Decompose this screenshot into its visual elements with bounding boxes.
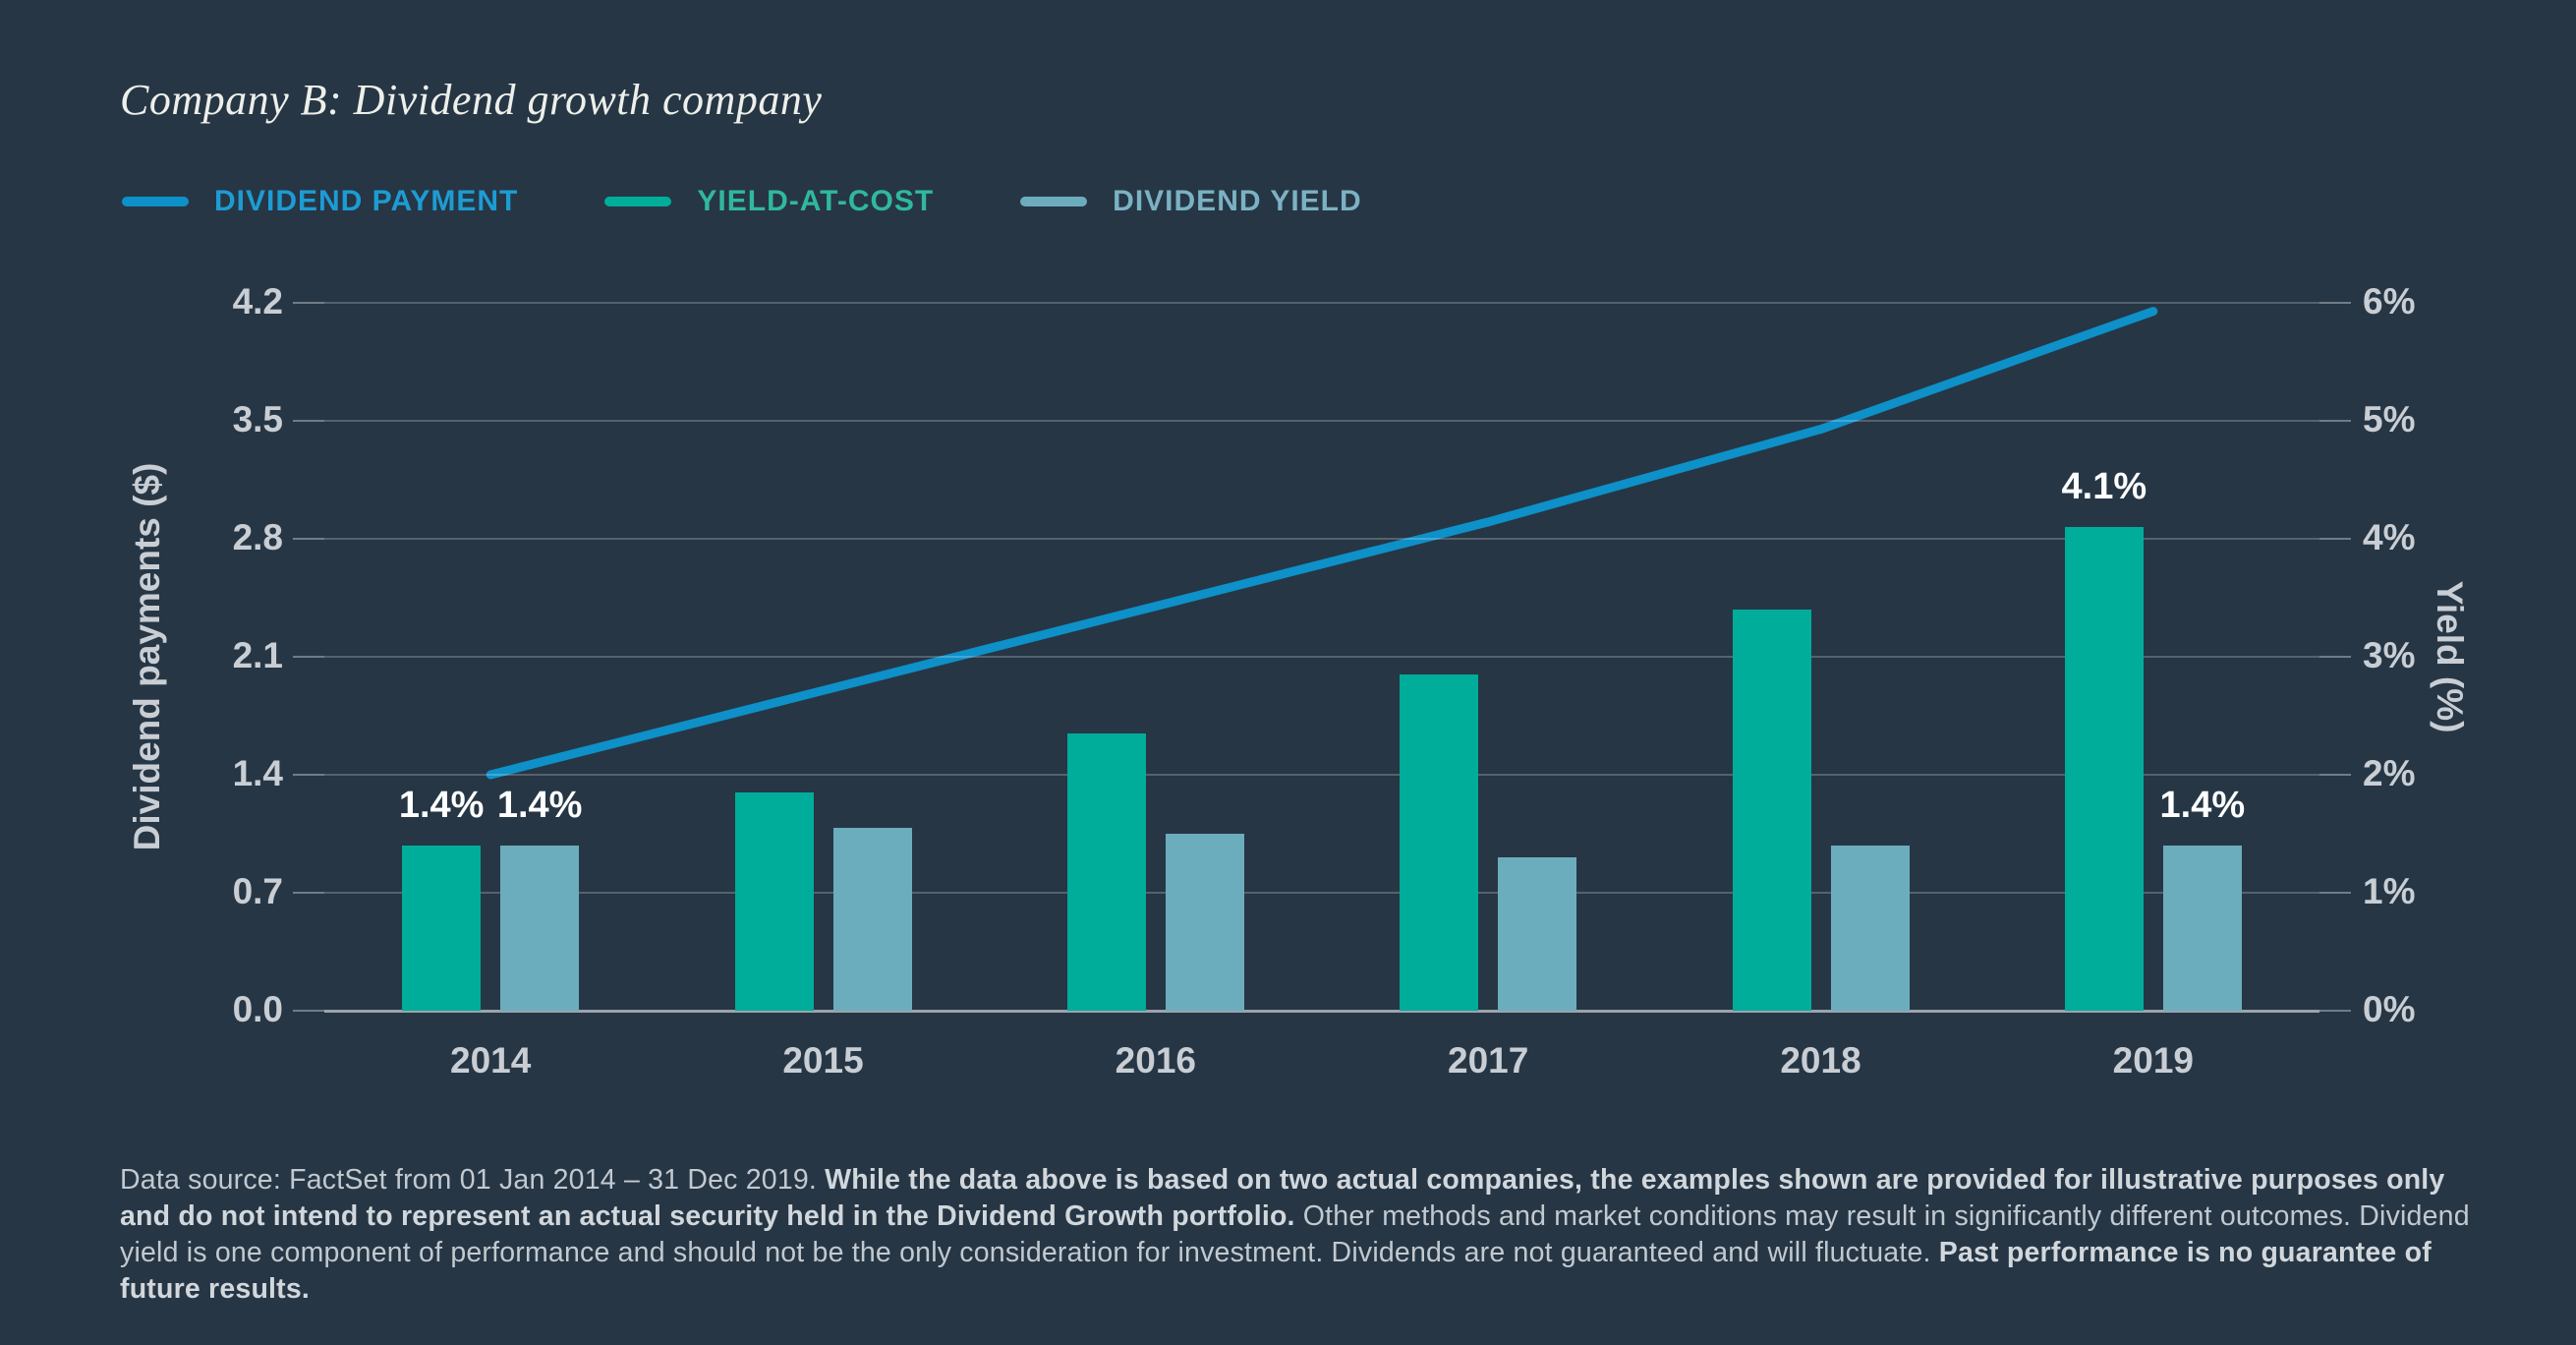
y-tick-mark-left	[293, 656, 324, 658]
bar-dividend-yield	[832, 828, 912, 1011]
bar-dividend-yield	[1498, 857, 1577, 1011]
y-tick-mark-right	[2319, 302, 2351, 304]
y-tick-label-right: 3%	[2363, 635, 2416, 675]
y-tick-mark-right	[2319, 656, 2351, 658]
y-tick-mark-left	[293, 892, 324, 894]
bar-value-label: 1.4%	[496, 785, 583, 826]
bar-yield-at-cost	[402, 846, 482, 1011]
x-axis-label: 2017	[1448, 1040, 1529, 1081]
x-axis-label: 2015	[782, 1040, 864, 1081]
y-tick-mark-left	[293, 538, 324, 540]
footnote: Data source: FactSet from 01 Jan 2014 – …	[120, 1162, 2471, 1308]
bar-dividend-yield	[500, 846, 580, 1011]
legend-item-yield-at-cost: YIELD-AT-COST	[604, 185, 934, 218]
y-tick-mark-left	[293, 774, 324, 776]
bar-yield-at-cost	[1066, 733, 1146, 1011]
x-axis-line	[324, 1010, 2319, 1013]
y-tick-mark-left	[293, 302, 324, 304]
x-axis-label: 2014	[450, 1040, 532, 1081]
legend-label-dividend-yield: DIVIDEND YIELD	[1113, 185, 1362, 217]
bar-value-label: 1.4%	[2159, 785, 2246, 826]
dividend-payment-line	[486, 307, 2158, 780]
bar-value-label: 4.1%	[2061, 466, 2147, 507]
legend-item-dividend-yield: DIVIDEND YIELD	[1020, 185, 1362, 218]
bar-value-label: 1.4%	[398, 785, 485, 826]
y-tick-label-left: 1.4	[232, 753, 283, 793]
legend-label-yield-at-cost: YIELD-AT-COST	[697, 185, 935, 217]
bar-yield-at-cost	[2064, 527, 2144, 1011]
gridline	[324, 302, 2319, 304]
y-tick-label-left: 0.7	[232, 871, 283, 911]
footnote-segment: Data source: FactSet from 01 Jan 2014 – …	[120, 1164, 826, 1196]
y-tick-label-right: 4%	[2363, 517, 2416, 557]
legend-bar-swatch-icon	[604, 197, 672, 206]
gridline	[324, 538, 2319, 540]
y-tick-label-left: 3.5	[232, 399, 283, 439]
gridline	[324, 656, 2319, 658]
y-tick-label-left: 0.0	[232, 989, 283, 1029]
footnote-segment: Past performance is no guarantee of futu…	[120, 1237, 2432, 1305]
y-tick-mark-right	[2319, 420, 2351, 422]
y-tick-mark-left	[293, 420, 324, 422]
gridline	[324, 892, 2319, 894]
chart-title: Company B: Dividend growth company	[120, 76, 823, 124]
y-tick-mark-right	[2319, 892, 2351, 894]
y-tick-label-right: 5%	[2363, 399, 2416, 439]
y-axis-title-left: Dividend payments ($)	[127, 462, 167, 851]
footnote-segment: While the data above is based on two act…	[120, 1164, 2445, 1232]
bar-dividend-yield	[2162, 846, 2242, 1011]
legend: DIVIDEND PAYMENT YIELD-AT-COST DIVIDEND …	[122, 185, 1362, 218]
legend-label-dividend-payment: DIVIDEND PAYMENT	[214, 185, 519, 217]
footnote-segment: Other methods and market conditions may …	[120, 1200, 2470, 1268]
y-tick-label-right: 1%	[2363, 871, 2416, 911]
gridline	[324, 420, 2319, 422]
y-tick-label-left: 4.2	[232, 281, 283, 322]
legend-line-swatch-icon	[122, 197, 189, 206]
x-axis-label: 2018	[1780, 1040, 1861, 1081]
y-tick-label-right: 0%	[2363, 989, 2416, 1029]
y-tick-label-right: 6%	[2363, 281, 2416, 322]
y-axis-title-right: Yield (%)	[2430, 580, 2470, 733]
x-axis-label: 2016	[1115, 1040, 1196, 1081]
bar-yield-at-cost	[1732, 610, 1811, 1011]
y-tick-label-left: 2.8	[232, 517, 283, 557]
gridline	[324, 774, 2319, 776]
bar-yield-at-cost	[734, 792, 814, 1011]
y-tick-mark-right	[2319, 774, 2351, 776]
y-tick-label-right: 2%	[2363, 753, 2416, 793]
legend-bar-swatch-icon	[1020, 197, 1088, 206]
y-tick-label-left: 2.1	[232, 635, 283, 675]
y-tick-mark-right	[2319, 1010, 2351, 1012]
bar-dividend-yield	[1830, 846, 1910, 1011]
bar-yield-at-cost	[1400, 674, 1479, 1011]
y-tick-mark-right	[2319, 538, 2351, 540]
legend-item-dividend-payment: DIVIDEND PAYMENT	[122, 185, 518, 218]
x-axis-label: 2019	[2112, 1040, 2194, 1081]
bar-dividend-yield	[1165, 834, 1244, 1011]
y-tick-mark-left	[293, 1010, 324, 1012]
